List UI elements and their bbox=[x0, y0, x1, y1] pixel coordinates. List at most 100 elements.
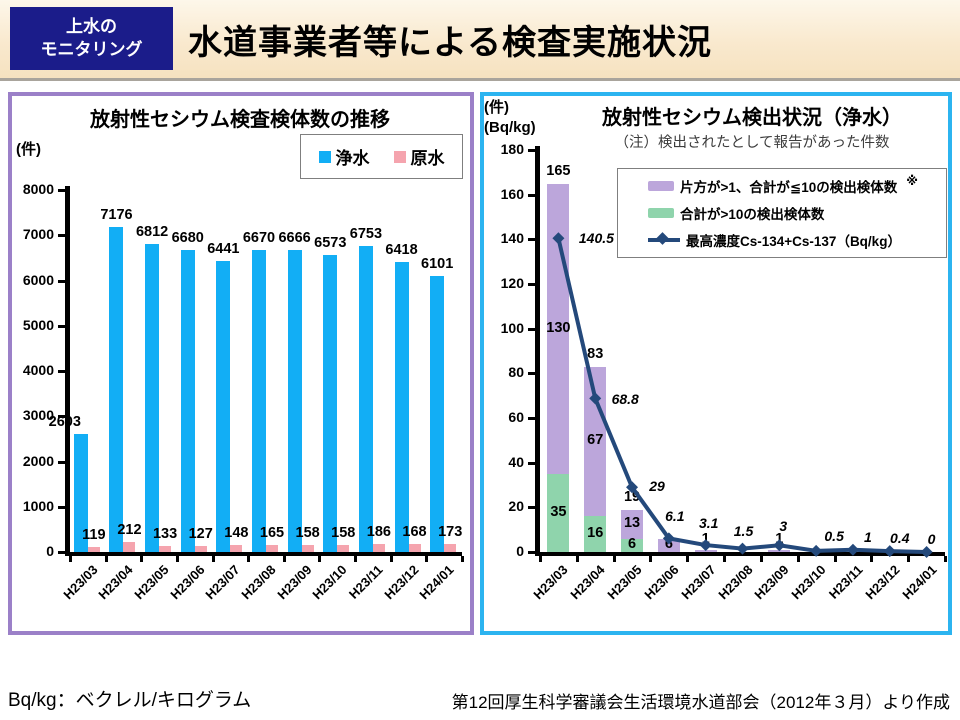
y-tick-label: 140 bbox=[500, 230, 524, 247]
legend-label-green: 合計が>10の検出検体数 bbox=[680, 207, 825, 222]
bar-gensui bbox=[444, 544, 457, 552]
bar-value-jousui: 6680 bbox=[171, 229, 204, 246]
legend-item-green: 合計が>10の検出検体数 bbox=[648, 203, 946, 223]
x-tick bbox=[539, 556, 542, 562]
segment-value-purple: 1 bbox=[775, 530, 784, 547]
x-tick bbox=[686, 556, 690, 562]
bar-gensui bbox=[372, 543, 385, 552]
y-tick-label: 40 bbox=[508, 453, 524, 470]
green-swatch-icon bbox=[648, 208, 674, 218]
y-tick bbox=[528, 193, 536, 197]
bar-value-gensui: 186 bbox=[366, 523, 391, 540]
bar-jousui bbox=[323, 254, 338, 552]
segment-value-purple: 1 bbox=[701, 530, 710, 547]
segment-value-purple: 13 bbox=[623, 515, 641, 532]
x-tick bbox=[759, 556, 763, 562]
purple-swatch-icon bbox=[648, 181, 674, 191]
x-tick bbox=[211, 556, 215, 562]
line-marker-icon bbox=[626, 481, 639, 494]
legend-item-line: 最高濃度Cs-134+Cs-137（Bq/kg） bbox=[648, 230, 946, 250]
y-tick bbox=[58, 324, 66, 328]
y-tick-label: 8000 bbox=[22, 181, 54, 197]
y-tick bbox=[58, 505, 66, 509]
bar-value-jousui: 6441 bbox=[207, 240, 240, 257]
bar-gensui bbox=[230, 545, 243, 552]
x-tick bbox=[907, 556, 911, 562]
line-value-label: 0.4 bbox=[890, 530, 910, 547]
bar-value-jousui: 6753 bbox=[349, 226, 383, 243]
x-tick bbox=[649, 556, 653, 562]
bar-jousui bbox=[358, 246, 373, 552]
chart1-unit-label: (件) bbox=[16, 141, 41, 158]
segment-value-green: 6 bbox=[627, 536, 637, 553]
segment-value-green: 35 bbox=[550, 503, 567, 520]
line-value-label: 0.5 bbox=[824, 527, 844, 544]
bar-jousui bbox=[216, 260, 231, 552]
reference-mark: ※ bbox=[906, 174, 918, 188]
footer-source-note: 第12回厚生科学審議会生活環境水道部会（2012年３月）より作成 bbox=[451, 693, 950, 712]
y-tick-label: 1000 bbox=[22, 497, 54, 514]
bar-jousui bbox=[394, 261, 409, 552]
bar-value-gensui: 173 bbox=[438, 524, 463, 541]
bar-jousui bbox=[252, 250, 266, 552]
y-tick-label: 6000 bbox=[22, 271, 54, 288]
y-tick-label: 80 bbox=[508, 364, 524, 381]
y-tick-label: 0 bbox=[516, 543, 524, 559]
gensui-swatch-icon bbox=[393, 150, 406, 163]
y-tick bbox=[528, 327, 536, 331]
x-tick bbox=[461, 556, 464, 562]
bar-value-jousui: 2603 bbox=[48, 414, 81, 431]
bar-segment-green bbox=[621, 538, 644, 552]
y-tick-label: 0 bbox=[46, 543, 54, 559]
legend-label-gensui: 原水 bbox=[410, 149, 445, 168]
page-title: 水道事業者等による検査実施状況 bbox=[188, 23, 712, 62]
x-tick bbox=[104, 556, 108, 562]
badge-line1: 上水の bbox=[66, 16, 117, 36]
line-marker-icon bbox=[736, 542, 749, 555]
bar-gensui bbox=[159, 545, 172, 552]
line-value-label: 1.5 bbox=[733, 522, 754, 539]
bar-value-gensui: 127 bbox=[188, 526, 213, 543]
jousui-swatch-icon bbox=[318, 150, 331, 163]
y-tick-label: 60 bbox=[508, 409, 524, 425]
y-tick bbox=[58, 234, 66, 238]
legend-item-jousui: 浄水 bbox=[318, 144, 370, 169]
line-marker-icon bbox=[883, 545, 896, 558]
bar-jousui bbox=[180, 249, 195, 552]
x-tick bbox=[318, 556, 322, 562]
y-axis bbox=[535, 146, 540, 556]
line-value-label: 68.8 bbox=[611, 391, 639, 408]
y-tick-label: 5000 bbox=[22, 316, 54, 333]
segment-value-green: 16 bbox=[587, 525, 604, 542]
y-tick-label: 7000 bbox=[22, 226, 54, 243]
segment-value-purple: 130 bbox=[546, 319, 571, 336]
max-concentration-line bbox=[552, 232, 933, 558]
legend-item-gensui: 原水 bbox=[393, 144, 445, 169]
bar-value-gensui: 165 bbox=[259, 524, 285, 541]
x-tick bbox=[944, 556, 947, 562]
line-marker-icon bbox=[810, 544, 823, 557]
y-tick-label: 4000 bbox=[22, 362, 54, 378]
bar-jousui bbox=[287, 250, 302, 552]
y-tick-label: 2000 bbox=[22, 452, 54, 469]
x-tick bbox=[833, 556, 837, 562]
chart2-note: （注）検出されたとして報告があった件数 bbox=[614, 135, 890, 151]
bar-value-jousui: 7176 bbox=[100, 207, 133, 224]
chart2-title: 放射性セシウム検出状況（浄水） bbox=[602, 107, 902, 129]
bar-segment-purple bbox=[621, 509, 644, 539]
x-tick bbox=[575, 556, 579, 562]
x-axis bbox=[535, 552, 945, 556]
legend-label-line: 最高濃度Cs-134+Cs-137（Bq/kg） bbox=[686, 234, 901, 249]
bar-value-gensui: 168 bbox=[402, 524, 427, 541]
chart2-unit-ken: (件) bbox=[484, 99, 509, 116]
x-tick bbox=[870, 556, 874, 562]
y-tick bbox=[58, 460, 66, 464]
bar-value-gensui: 212 bbox=[117, 522, 142, 539]
y-tick bbox=[528, 461, 536, 465]
line-value-label: 0 bbox=[927, 531, 936, 547]
y-tick bbox=[528, 551, 536, 554]
bar-segment-green bbox=[547, 473, 570, 552]
y-tick bbox=[528, 149, 536, 152]
bar-gensui bbox=[337, 544, 350, 552]
